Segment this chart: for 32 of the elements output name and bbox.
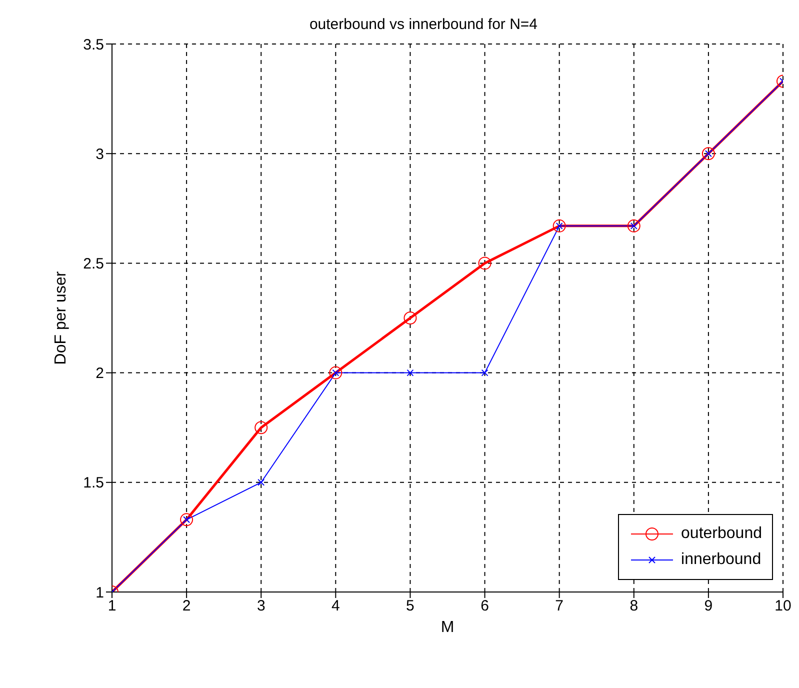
x-tick-label: 10: [774, 598, 792, 615]
point: [404, 312, 417, 324]
point: [478, 256, 492, 270]
y-tick-label: 1.5: [83, 474, 104, 492]
point: [329, 366, 342, 380]
point: [702, 147, 715, 160]
y-tick-label: 3.5: [83, 36, 104, 54]
x-tick-label: 3: [256, 598, 266, 615]
x-tick-label: 7: [555, 598, 564, 615]
x-tick-label: 6: [480, 598, 489, 615]
y-tick-label: 2.5: [83, 256, 104, 273]
y-tick-label: 1: [96, 584, 104, 602]
x-axis-title: M: [440, 619, 454, 636]
x-tick-label: 5: [406, 598, 414, 615]
x-tick-label: 9: [704, 598, 713, 615]
x-tick-label: 8: [630, 598, 638, 615]
legend-label: innerbound: [681, 551, 762, 569]
x-tick-label: 2: [182, 598, 191, 615]
point: [254, 421, 268, 434]
x-tick-label: 1: [108, 598, 116, 615]
point: [627, 219, 640, 232]
point: [406, 369, 414, 376]
point: [180, 513, 194, 526]
chart-title: outerbound vs innerbound for N=4: [308, 16, 539, 33]
point: [552, 219, 566, 232]
point: [481, 369, 488, 376]
legend-label: outerbound: [681, 525, 762, 543]
point: [258, 478, 265, 486]
y-tick-label: 3: [96, 146, 104, 163]
y-axis-title: DoF per user: [52, 270, 70, 365]
x-tick-label: 4: [331, 598, 340, 615]
y-tick-label: 2: [96, 365, 104, 382]
